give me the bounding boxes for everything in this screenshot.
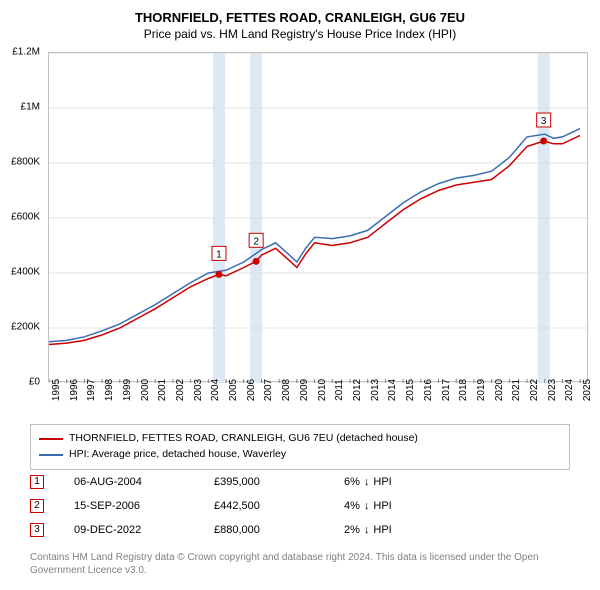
sale-row: 2 15-SEP-2006£442,5004% ↓HPI <box>30 494 570 518</box>
x-tick-label: 2020 <box>494 379 505 401</box>
x-tick-label: 1999 <box>122 379 133 401</box>
x-tick-label: 2004 <box>210 379 221 401</box>
y-tick-label: £600K <box>11 212 40 223</box>
x-tick-label: 2012 <box>352 379 363 401</box>
x-tick-label: 2014 <box>387 379 398 401</box>
legend-item: THORNFIELD, FETTES ROAD, CRANLEIGH, GU6 … <box>39 431 561 447</box>
legend-label: THORNFIELD, FETTES ROAD, CRANLEIGH, GU6 … <box>69 431 418 447</box>
sale-marker-number: 3 <box>541 116 547 127</box>
y-axis: £0£200K£400K£600K£800K£1M£1.2M <box>0 52 44 382</box>
sale-row-marker: 1 <box>30 475 44 489</box>
sale-price: £395,000 <box>214 476 344 488</box>
x-tick-label: 2023 <box>547 379 558 401</box>
y-tick-label: £1M <box>21 102 40 113</box>
sale-price: £880,000 <box>214 524 344 536</box>
arrow-down-icon: ↓ <box>364 500 370 512</box>
legend-swatch <box>39 454 63 456</box>
sale-date: 06-AUG-2004 <box>74 476 214 488</box>
attribution-text: Contains HM Land Registry data © Crown c… <box>30 552 570 577</box>
x-tick-label: 2017 <box>441 379 452 401</box>
y-tick-label: £1.2M <box>12 47 40 58</box>
sale-delta-label: HPI <box>373 500 391 512</box>
chart-subtitle: Price paid vs. HM Land Registry's House … <box>0 25 600 47</box>
sale-date: 09-DEC-2022 <box>74 524 214 536</box>
sale-delta-pct: 2% <box>344 524 360 536</box>
y-tick-label: £800K <box>11 157 40 168</box>
x-tick-label: 2018 <box>458 379 469 401</box>
x-tick-label: 2025 <box>582 379 593 401</box>
sale-point <box>215 271 222 278</box>
sale-row: 3 09-DEC-2022£880,0002% ↓HPI <box>30 518 570 542</box>
x-tick-label: 2008 <box>281 379 292 401</box>
y-tick-label: £0 <box>29 377 40 388</box>
x-tick-label: 2022 <box>529 379 540 401</box>
x-tick-label: 1995 <box>51 379 62 401</box>
sale-marker-number: 1 <box>216 249 222 260</box>
x-tick-label: 1997 <box>86 379 97 401</box>
legend-swatch <box>39 438 63 440</box>
x-tick-label: 2011 <box>334 379 345 401</box>
x-tick-label: 2019 <box>476 379 487 401</box>
sale-delta-label: HPI <box>373 476 391 488</box>
sale-row: 1 06-AUG-2004£395,0006% ↓HPI <box>30 470 570 494</box>
x-tick-label: 2003 <box>193 379 204 401</box>
sale-table: 106-AUG-2004£395,0006%↓HPI215-SEP-2006£4… <box>30 470 570 542</box>
x-tick-label: 2005 <box>228 379 239 401</box>
x-axis: 1995199619971998199920002001200220032004… <box>48 386 588 426</box>
sale-marker-number: 2 <box>253 236 259 247</box>
sale-price: £442,500 <box>214 500 344 512</box>
sale-delta: 4% ↓HPI <box>344 500 424 512</box>
x-tick-label: 2015 <box>405 379 416 401</box>
chart-title: THORNFIELD, FETTES ROAD, CRANLEIGH, GU6 … <box>0 0 600 25</box>
legend: THORNFIELD, FETTES ROAD, CRANLEIGH, GU6 … <box>30 424 570 470</box>
sale-row-marker: 2 <box>30 499 44 513</box>
x-tick-label: 2013 <box>370 379 381 401</box>
sale-delta: 2% ↓HPI <box>344 524 424 536</box>
x-tick-label: 2000 <box>140 379 151 401</box>
x-tick-label: 2006 <box>246 379 257 401</box>
y-tick-label: £200K <box>11 322 40 333</box>
x-tick-label: 2021 <box>511 379 522 401</box>
arrow-down-icon: ↓ <box>364 524 370 536</box>
series-subject <box>49 136 580 345</box>
series-hpi <box>49 129 580 342</box>
chart-container: THORNFIELD, FETTES ROAD, CRANLEIGH, GU6 … <box>0 0 600 590</box>
sale-point <box>253 258 260 265</box>
x-tick-label: 2024 <box>564 379 575 401</box>
x-tick-label: 2007 <box>263 379 274 401</box>
sale-delta-pct: 4% <box>344 500 360 512</box>
sale-delta-label: HPI <box>373 524 391 536</box>
sale-row-marker: 3 <box>30 523 44 537</box>
x-tick-label: 2016 <box>423 379 434 401</box>
x-tick-label: 2001 <box>157 379 168 401</box>
y-tick-label: £400K <box>11 267 40 278</box>
sale-point <box>540 138 547 145</box>
x-tick-label: 2009 <box>299 379 310 401</box>
x-tick-label: 2002 <box>175 379 186 401</box>
arrow-down-icon: ↓ <box>364 476 370 488</box>
chart-plot-area: 1 2 3 <box>48 52 588 382</box>
x-tick-label: 2010 <box>317 379 328 401</box>
sale-date: 15-SEP-2006 <box>74 500 214 512</box>
sale-delta: 6% ↓HPI <box>344 476 424 488</box>
legend-item: HPI: Average price, detached house, Wave… <box>39 447 561 463</box>
chart-svg: 1 2 3 <box>49 53 589 383</box>
x-tick-label: 1996 <box>69 379 80 401</box>
x-tick-label: 1998 <box>104 379 115 401</box>
legend-label: HPI: Average price, detached house, Wave… <box>69 447 286 463</box>
sale-delta-pct: 6% <box>344 476 360 488</box>
